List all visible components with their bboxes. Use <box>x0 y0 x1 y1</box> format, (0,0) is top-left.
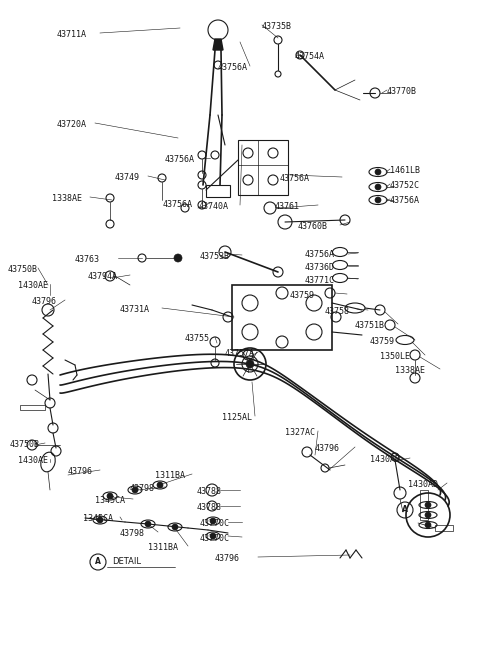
Text: 43756A: 43756A <box>163 200 193 209</box>
Text: 43752C: 43752C <box>390 181 420 190</box>
Text: 43756A: 43756A <box>390 196 420 205</box>
Text: 1345CA: 1345CA <box>95 496 125 505</box>
Text: 43753B: 43753B <box>200 252 230 261</box>
Bar <box>435 525 453 531</box>
Circle shape <box>145 521 151 527</box>
Text: 43750B: 43750B <box>10 440 40 449</box>
Text: 43771C: 43771C <box>305 276 335 285</box>
Text: 1125AL: 1125AL <box>222 413 252 422</box>
Text: 1327AC: 1327AC <box>285 428 315 437</box>
Bar <box>20 405 45 410</box>
Bar <box>232 285 332 350</box>
Text: 43798: 43798 <box>130 484 155 493</box>
Circle shape <box>246 360 254 368</box>
Text: 1338AE: 1338AE <box>52 194 82 203</box>
Text: 43731A: 43731A <box>120 305 150 314</box>
Circle shape <box>107 493 113 499</box>
Text: 43751B: 43751B <box>355 321 385 330</box>
Text: 43788: 43788 <box>197 487 222 496</box>
Text: 43798: 43798 <box>120 529 145 538</box>
Text: 43770B: 43770B <box>387 87 417 96</box>
Text: 43770C: 43770C <box>200 519 230 528</box>
Text: 43756A: 43756A <box>305 250 335 259</box>
Text: 43750B: 43750B <box>8 265 38 274</box>
Circle shape <box>425 512 431 518</box>
Text: 1430AD: 1430AD <box>408 480 438 489</box>
Text: 43760B: 43760B <box>298 222 328 231</box>
Text: 43749: 43749 <box>115 173 140 182</box>
Text: 43761: 43761 <box>275 202 300 211</box>
Text: 1350LE: 1350LE <box>380 352 410 361</box>
Text: A: A <box>402 505 408 514</box>
Polygon shape <box>213 39 223 50</box>
Text: 1311BA: 1311BA <box>155 471 185 480</box>
Text: 43711A: 43711A <box>57 30 87 39</box>
Bar <box>238 140 288 195</box>
Circle shape <box>210 518 216 524</box>
Text: 43735B: 43735B <box>262 22 292 31</box>
Text: 1338AE: 1338AE <box>395 366 425 375</box>
Text: 1430AE: 1430AE <box>18 456 48 465</box>
Circle shape <box>157 482 163 488</box>
Text: 43756A: 43756A <box>218 63 248 72</box>
Text: 1461LB: 1461LB <box>390 166 420 175</box>
Text: 43757A: 43757A <box>225 349 255 358</box>
Text: 43759: 43759 <box>290 291 315 300</box>
Text: 43788: 43788 <box>197 503 222 512</box>
Text: 43796: 43796 <box>215 554 240 563</box>
Text: 43720A: 43720A <box>57 120 87 129</box>
Circle shape <box>375 197 381 203</box>
Circle shape <box>375 184 381 190</box>
Text: 43754A: 43754A <box>295 52 325 61</box>
Text: 1311BA: 1311BA <box>148 543 178 552</box>
Text: 43755: 43755 <box>185 334 210 343</box>
Circle shape <box>174 254 182 262</box>
Text: DETAIL: DETAIL <box>112 558 141 567</box>
Text: 1430AD: 1430AD <box>370 455 400 464</box>
Circle shape <box>97 517 103 523</box>
Text: 43796: 43796 <box>68 467 93 476</box>
Text: 43758: 43758 <box>325 307 350 316</box>
Text: 43794A: 43794A <box>88 272 118 281</box>
Circle shape <box>132 487 138 493</box>
Text: 43796: 43796 <box>315 444 340 453</box>
Text: 43796: 43796 <box>32 297 57 306</box>
Circle shape <box>210 533 216 539</box>
Text: 43759: 43759 <box>370 337 395 346</box>
Text: 43756A: 43756A <box>280 174 310 183</box>
Circle shape <box>172 524 178 530</box>
Text: 43740A: 43740A <box>199 202 229 211</box>
Circle shape <box>375 169 381 175</box>
Text: A: A <box>95 558 101 567</box>
Text: 43736D: 43736D <box>305 263 335 272</box>
Text: 1430AE: 1430AE <box>18 281 48 290</box>
Bar <box>420 490 428 520</box>
Circle shape <box>425 502 431 508</box>
Circle shape <box>425 522 431 528</box>
Text: 43756A: 43756A <box>165 155 195 164</box>
Text: 1345CA: 1345CA <box>83 514 113 523</box>
Bar <box>206 185 230 197</box>
Text: 43770C: 43770C <box>200 534 230 543</box>
Text: 43763: 43763 <box>75 255 100 264</box>
